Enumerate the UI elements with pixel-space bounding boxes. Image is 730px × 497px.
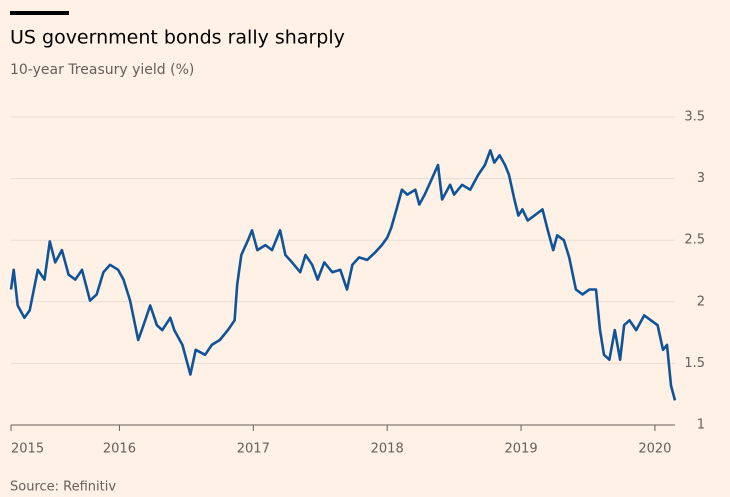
- x-tick-label: 2015: [11, 442, 44, 457]
- line: [9, 149, 677, 401]
- y-tick-label: 1.5: [684, 356, 705, 371]
- y-tick-label: 3: [697, 171, 705, 186]
- title-bar: [10, 11, 69, 15]
- chart-title: US government bonds rally sharply: [10, 27, 345, 49]
- x-tick-label: 2019: [505, 442, 538, 457]
- x-tick-label: 2016: [103, 442, 136, 457]
- x-tick-label: 2018: [371, 442, 404, 457]
- y-tick-label: 3.5: [684, 110, 705, 125]
- y-tick-label: 2.5: [684, 233, 705, 248]
- y-tick-label: 2: [697, 294, 705, 309]
- source: Source: Refinitiv: [10, 480, 116, 495]
- x-tick-label: 2020: [638, 442, 671, 457]
- x-tick-label: 2017: [237, 442, 270, 457]
- y-tick-label: 1: [697, 418, 705, 433]
- chart-subtitle: 10-year Treasury yield (%): [10, 62, 194, 78]
